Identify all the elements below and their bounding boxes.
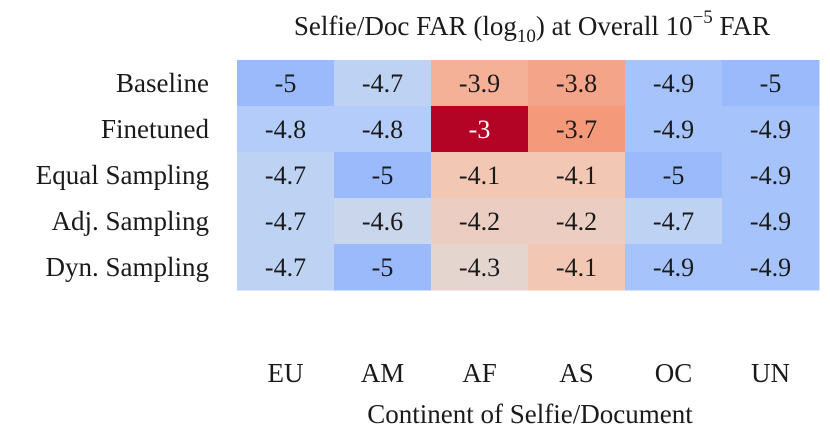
- x-axis-label: Continent of Selfie/Document: [367, 399, 693, 429]
- heatmap-cell: [625, 106, 723, 153]
- cell-value-label: -5: [372, 161, 394, 190]
- heatmap-cell: [722, 198, 820, 245]
- row-label: Baseline: [116, 68, 209, 98]
- cell-value-label: -4.9: [653, 253, 694, 282]
- column-label: AF: [462, 358, 497, 388]
- column-label: UN: [751, 358, 790, 388]
- cell-value-label: -4.8: [362, 115, 403, 144]
- heatmap-cell: [625, 244, 723, 291]
- cell-value-label: -4.9: [750, 207, 791, 236]
- cell-value-label: -5: [372, 253, 394, 282]
- cell-value-label: -4.9: [750, 253, 791, 282]
- heatmap-cell: [237, 198, 335, 245]
- cell-value-label: -4.6: [362, 207, 403, 236]
- title-middle: ) at Overall 10: [536, 11, 693, 41]
- heatmap-cell: [722, 106, 820, 153]
- heatmap-cell: [237, 244, 335, 291]
- heatmap-cell: [625, 152, 723, 199]
- heatmap-cell: [237, 106, 335, 153]
- heatmap-cell: [334, 244, 432, 291]
- title-superscript: −5: [693, 7, 713, 28]
- title-end: FAR: [713, 11, 770, 41]
- heatmap-cells: [237, 60, 820, 291]
- heatmap-cell: [528, 106, 626, 153]
- cell-value-label: -5: [663, 161, 685, 190]
- column-label: EU: [268, 358, 304, 388]
- cell-value-label: -3.9: [459, 69, 500, 98]
- cell-value-label: -4.7: [362, 69, 403, 98]
- heatmap-cell: [431, 152, 529, 199]
- heatmap-cell: [722, 60, 820, 107]
- cell-value-label: -3.8: [556, 69, 597, 98]
- row-labels: Baseline Finetuned Equal Sampling Adj. Samp…: [36, 68, 210, 282]
- column-label: AM: [361, 358, 405, 388]
- cell-value-label: -4.9: [750, 115, 791, 144]
- heatmap-cell-labels: -5 -4.7 -3.9 -3.8 -4.9 -5 -4.8 -4.8 -3 -3.7 -4.9 -4…: [265, 69, 791, 282]
- row-label: Equal Sampling: [36, 160, 209, 190]
- heatmap-cell: [334, 106, 432, 153]
- cell-value-label: -4.3: [459, 253, 500, 282]
- cell-value-label: -4.7: [653, 207, 694, 236]
- cell-value-label: -4.1: [459, 161, 500, 190]
- cell-value-label: -4.1: [556, 161, 597, 190]
- heatmap-cell: [237, 60, 335, 107]
- cell-value-label: -4.9: [750, 161, 791, 190]
- heatmap-cell: [625, 60, 723, 107]
- cell-value-label: -4.9: [653, 69, 694, 98]
- title-main: Selfie/Doc FAR (log: [294, 11, 517, 41]
- cell-value-label: -4.7: [265, 161, 306, 190]
- row-label: Finetuned: [101, 114, 209, 144]
- heatmap-cell: [625, 198, 723, 245]
- cell-value-label: -4.9: [653, 115, 694, 144]
- row-label: Dyn. Sampling: [45, 252, 209, 282]
- cell-value-label: -4.7: [265, 253, 306, 282]
- cell-value-label: -5: [760, 69, 782, 98]
- heatmap-cell: [334, 152, 432, 199]
- heatmap-cell: [334, 60, 432, 107]
- heatmap-cell: [334, 198, 432, 245]
- heatmap-cell: [431, 60, 529, 107]
- cell-value-label: -4.2: [459, 207, 500, 236]
- cell-value-label: -4.2: [556, 207, 597, 236]
- cell-value-label: -4.8: [265, 115, 306, 144]
- cell-value-label: -5: [275, 69, 297, 98]
- heatmap-cell: [431, 198, 529, 245]
- column-labels: EU AM AF AS OC UN: [268, 358, 791, 388]
- cell-value-label: -3.7: [556, 115, 597, 144]
- row-label: Adj. Sampling: [51, 206, 209, 236]
- heatmap-cell: [528, 60, 626, 107]
- heatmap-cell: [528, 244, 626, 291]
- column-label: AS: [559, 358, 594, 388]
- cell-value-label: -3: [469, 115, 491, 144]
- heatmap-cell: [431, 106, 529, 153]
- column-label: OC: [655, 358, 693, 388]
- chart-title: Selfie/Doc FAR (log10) at Overall 10−5 F…: [294, 7, 770, 47]
- title-subscript: 10: [517, 26, 536, 47]
- heatmap-cell: [431, 244, 529, 291]
- heatmap-cell: [528, 152, 626, 199]
- heatmap-cell: [528, 198, 626, 245]
- heatmap-cell: [237, 152, 335, 199]
- heatmap-cell: [722, 152, 820, 199]
- heatmap-cell: [722, 244, 820, 291]
- cell-value-label: -4.1: [556, 253, 597, 282]
- cell-value-label: -4.7: [265, 207, 306, 236]
